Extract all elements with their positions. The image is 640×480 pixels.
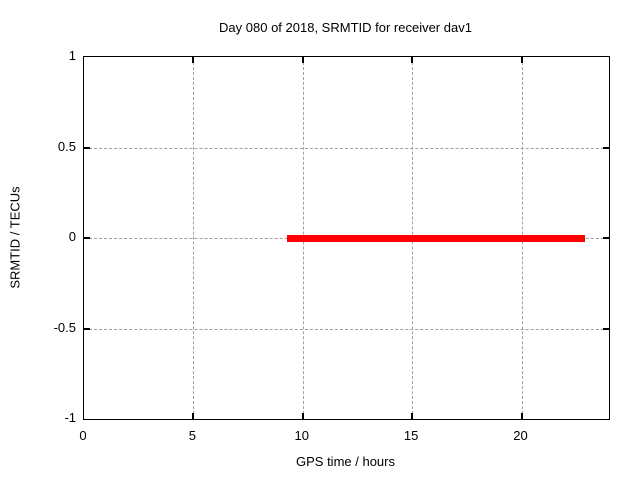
x-tick-bottom [192, 413, 195, 419]
y-tick-label: 0 [68, 229, 76, 244]
y-tick-label: 0.5 [57, 138, 76, 154]
x-tick-top [520, 57, 523, 63]
x-tick-label: 20 [513, 428, 528, 443]
x-tick-label: 10 [294, 428, 309, 443]
x-tick-bottom [411, 413, 414, 419]
x-tick-top [192, 57, 195, 63]
y-tick-right [603, 327, 609, 330]
y-tick-left [84, 327, 90, 330]
x-tick-bottom [520, 413, 523, 419]
data-series-srmtid [287, 234, 585, 242]
x-axis-label: GPS time / hours [296, 454, 395, 469]
x-tick-label: 15 [403, 428, 419, 443]
chart-title: Day 080 of 2018, SRMTID for receiver dav… [219, 20, 472, 35]
y-tick-right [603, 146, 609, 149]
x-tick-top [411, 57, 414, 63]
x-tick-label: 5 [188, 428, 196, 443]
y-tick-right [603, 237, 609, 239]
y-tick-label: -1 [64, 410, 76, 425]
y-tick-label: -0.5 [53, 319, 76, 335]
y-gridline [84, 147, 609, 149]
x-tick-top [301, 57, 304, 63]
x-tick-bottom [301, 413, 304, 419]
y-tick-label: 1 [68, 48, 76, 63]
x-tick-label: 0 [79, 428, 87, 443]
plot-area [83, 56, 610, 420]
y-tick-left [84, 146, 90, 149]
y-tick-left [84, 237, 90, 239]
y-gridline [84, 328, 609, 330]
